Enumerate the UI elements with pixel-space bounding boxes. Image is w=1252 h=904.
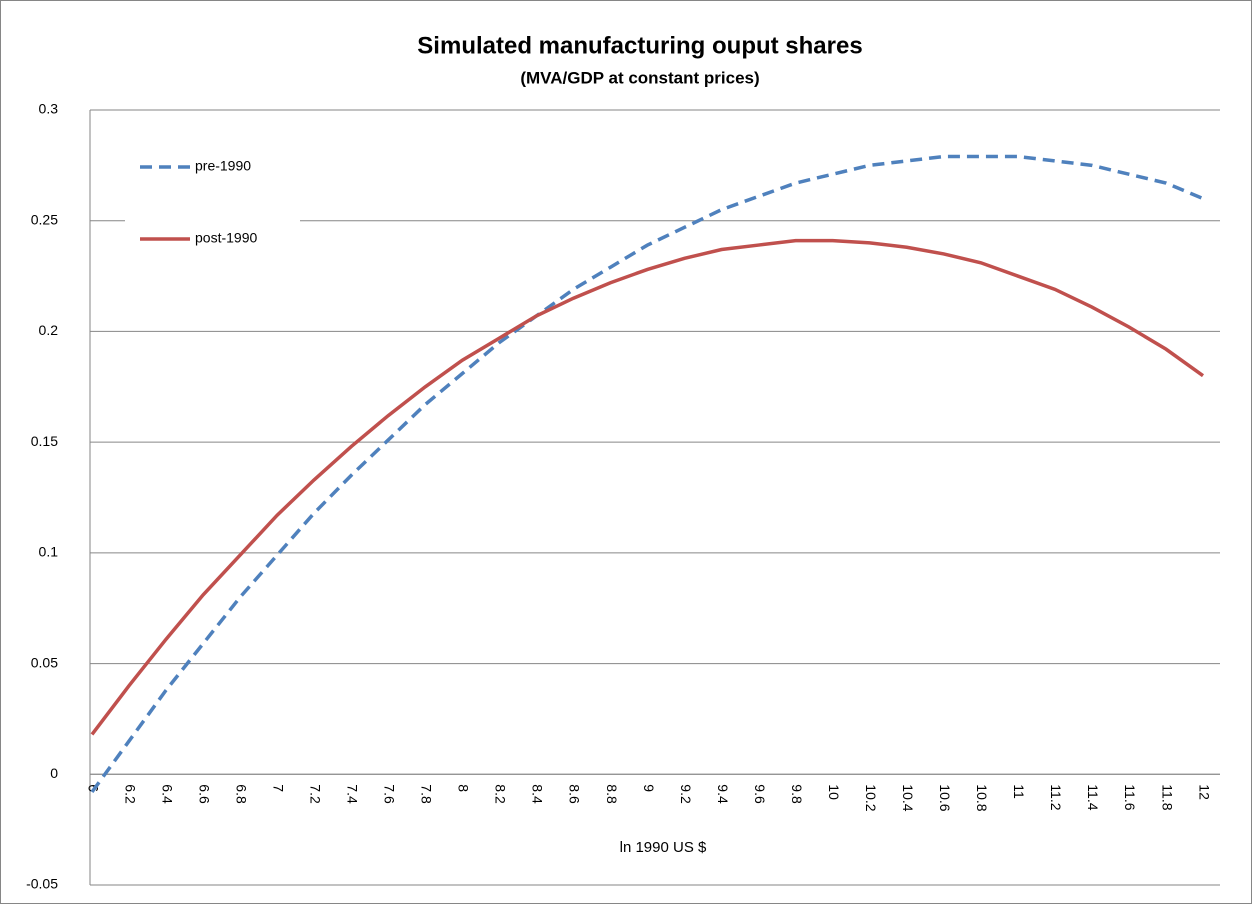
- x-tick-label: 10.2: [863, 784, 879, 811]
- x-tick-label: 10: [826, 784, 842, 800]
- x-tick-label: 11: [1011, 784, 1027, 799]
- y-tick-label: 0: [50, 765, 58, 781]
- x-tick-label: 9.8: [789, 784, 805, 804]
- x-tick-label: 8.6: [567, 784, 583, 804]
- legend-label: pre-1990: [195, 158, 251, 174]
- chart-title: Simulated manufacturing ouput shares: [417, 32, 862, 59]
- x-tick-label: 9.2: [678, 784, 694, 804]
- y-tick-label: 0.2: [39, 322, 59, 338]
- x-tick-label: 10.6: [937, 784, 953, 811]
- y-tick-label: 0.3: [39, 101, 59, 117]
- y-tick-label: 0.15: [31, 433, 58, 449]
- legend-label: post-1990: [195, 230, 257, 246]
- x-tick-label: 6.6: [196, 784, 212, 804]
- x-tick-label: 12: [1196, 784, 1212, 800]
- x-tick-label: 10.4: [900, 784, 916, 811]
- chart-subtitle: (MVA/GDP at constant prices): [520, 68, 759, 87]
- x-tick-label: 11.4: [1085, 784, 1101, 810]
- x-axis-title: ln 1990 US $: [620, 839, 707, 856]
- x-tick-label: 6.2: [122, 784, 138, 804]
- x-tick-label: 9.4: [715, 784, 731, 804]
- x-tick-label: 6.4: [159, 784, 175, 804]
- x-tick-label: 7.4: [345, 784, 361, 804]
- x-tick-label: 8.2: [493, 784, 509, 804]
- y-tick-label: 0.25: [31, 211, 58, 227]
- x-tick-label: 9: [641, 784, 657, 792]
- series-line: [90, 238, 1205, 736]
- x-tick-label: 8: [456, 784, 472, 792]
- x-tick-label: 9.6: [752, 784, 768, 804]
- x-tick-label: 11.6: [1122, 784, 1138, 810]
- x-tick-label: 6.8: [233, 784, 249, 804]
- x-tick-label: 8.8: [604, 784, 620, 804]
- x-tick-label: 7.8: [419, 784, 435, 804]
- x-tick-label: 7.2: [307, 784, 323, 804]
- x-tick-label: 10.8: [974, 784, 990, 811]
- y-tick-label: 0.05: [31, 654, 58, 670]
- x-tick-label: 7: [270, 784, 286, 792]
- x-tick-label: 11.8: [1159, 784, 1175, 810]
- y-tick-label: 0.1: [39, 544, 59, 560]
- x-tick-label: 7.6: [382, 784, 398, 804]
- x-tick-label: 11.2: [1048, 784, 1064, 810]
- legend-box: [125, 127, 300, 257]
- x-tick-label: 8.4: [530, 784, 546, 804]
- series-line: [90, 154, 1204, 794]
- y-tick-label: -0.05: [26, 876, 58, 892]
